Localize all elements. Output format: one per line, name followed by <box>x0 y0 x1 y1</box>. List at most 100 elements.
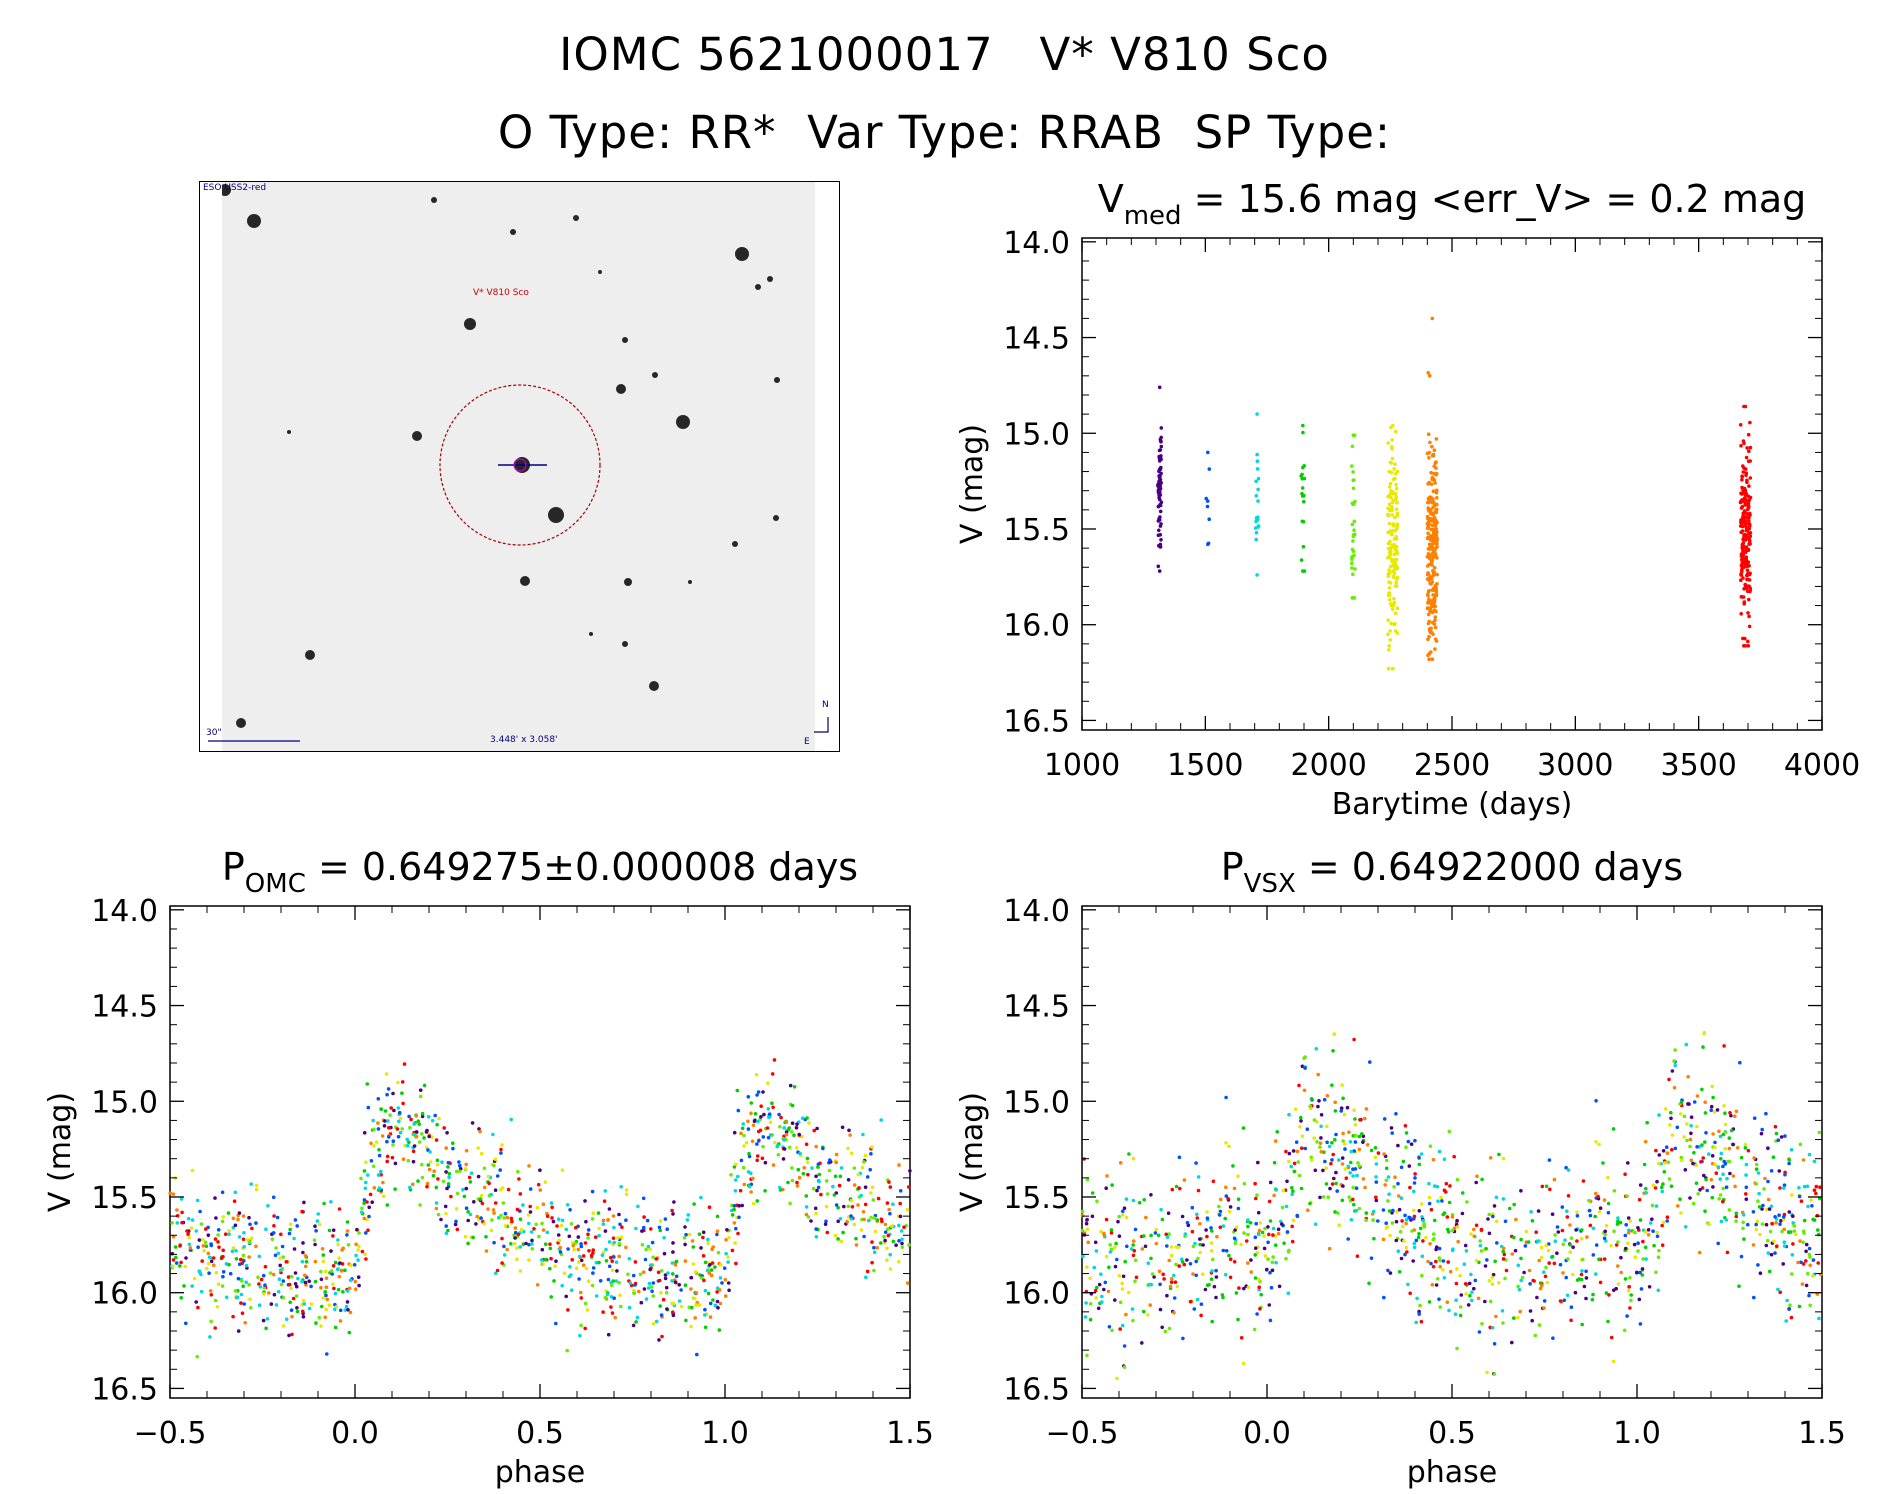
data-point <box>443 1204 448 1209</box>
data-point <box>1542 1299 1547 1303</box>
finder-left-margin <box>200 182 222 751</box>
data-point <box>1352 1037 1356 1042</box>
data-point <box>194 1300 198 1304</box>
data-point <box>1372 1236 1376 1241</box>
data-point <box>792 1133 796 1137</box>
data-point <box>683 1242 687 1247</box>
data-point <box>1754 1162 1759 1167</box>
data-point <box>657 1338 661 1342</box>
data-point <box>642 1287 647 1291</box>
data-point <box>732 1221 737 1225</box>
data-point <box>1433 523 1438 528</box>
data-point <box>515 1246 519 1250</box>
data-point <box>1767 1207 1772 1211</box>
data-point <box>1198 1222 1202 1226</box>
data-point <box>384 1072 389 1076</box>
data-point <box>1438 1264 1442 1269</box>
data-point <box>1204 1228 1208 1232</box>
data-point <box>1500 1309 1505 1313</box>
data-point <box>1682 1135 1686 1139</box>
data-point <box>703 1313 707 1317</box>
data-point <box>1454 1281 1459 1286</box>
data-point <box>1450 1248 1455 1253</box>
data-point <box>701 1235 705 1240</box>
data-point <box>352 1263 357 1267</box>
data-point <box>1747 597 1751 602</box>
data-point <box>641 1196 646 1201</box>
data-point <box>1374 1198 1379 1203</box>
data-point <box>773 1140 777 1145</box>
x-tick-label: 3000 <box>1537 748 1613 783</box>
data-point <box>850 1205 855 1209</box>
data-point <box>1743 1142 1748 1147</box>
data-point <box>740 1203 744 1208</box>
data-point <box>671 1212 675 1216</box>
data-point <box>1686 1075 1690 1079</box>
data-point <box>363 1252 367 1257</box>
data-point <box>1207 467 1212 471</box>
data-point <box>294 1284 299 1289</box>
data-point <box>1404 1245 1409 1250</box>
data-point <box>301 1250 305 1255</box>
data-point <box>1748 542 1752 546</box>
data-point <box>1395 513 1399 518</box>
data-point <box>1723 1122 1728 1127</box>
data-point <box>484 1249 489 1253</box>
data-point <box>849 1217 854 1221</box>
data-point <box>190 1284 194 1288</box>
data-point <box>1436 1199 1440 1203</box>
data-point <box>1242 1231 1246 1235</box>
finder-star <box>624 578 632 586</box>
data-point <box>401 1157 406 1161</box>
data-point <box>1108 1250 1113 1254</box>
data-point <box>586 1232 590 1237</box>
data-point <box>815 1188 819 1193</box>
data-point <box>1678 1197 1682 1201</box>
data-point <box>572 1247 576 1252</box>
data-point <box>1160 1217 1165 1222</box>
finder-star <box>412 431 422 441</box>
data-point <box>733 1189 738 1193</box>
data-point <box>274 1246 278 1250</box>
data-point <box>1434 588 1439 593</box>
data-point <box>1673 1063 1677 1068</box>
data-point <box>1396 1181 1400 1186</box>
data-point <box>703 1288 708 1293</box>
data-point <box>1628 1276 1632 1280</box>
data-point <box>1383 1183 1387 1187</box>
data-point <box>479 1151 484 1156</box>
data-point <box>1285 1179 1289 1184</box>
data-point <box>1428 609 1432 614</box>
data-point <box>1604 1291 1609 1295</box>
data-point <box>1807 1152 1812 1157</box>
data-point <box>1741 576 1745 580</box>
data-point <box>288 1300 293 1305</box>
data-point <box>1705 1188 1709 1193</box>
data-point <box>418 1203 422 1207</box>
data-point <box>809 1219 813 1223</box>
data-point <box>856 1203 860 1207</box>
data-point <box>513 1236 517 1240</box>
data-point <box>1635 1270 1639 1275</box>
data-point <box>647 1281 652 1286</box>
data-point <box>1458 1313 1463 1318</box>
data-point <box>1388 629 1392 633</box>
data-point <box>1552 1177 1557 1182</box>
data-point <box>1594 1243 1599 1247</box>
data-point <box>345 1289 350 1293</box>
data-point <box>278 1263 283 1268</box>
target-circle <box>439 384 601 546</box>
data-point <box>1363 1116 1367 1121</box>
data-point <box>1363 1185 1367 1190</box>
data-point <box>1653 1186 1658 1190</box>
data-point <box>1741 470 1746 474</box>
data-point <box>1743 556 1747 560</box>
data-point <box>637 1289 641 1294</box>
data-point <box>1622 1328 1627 1333</box>
data-point <box>1460 1211 1465 1216</box>
data-point <box>221 1254 225 1259</box>
data-point <box>261 1273 266 1278</box>
data-point <box>1110 1183 1114 1187</box>
data-point <box>1433 481 1437 485</box>
data-point <box>1799 1260 1803 1265</box>
